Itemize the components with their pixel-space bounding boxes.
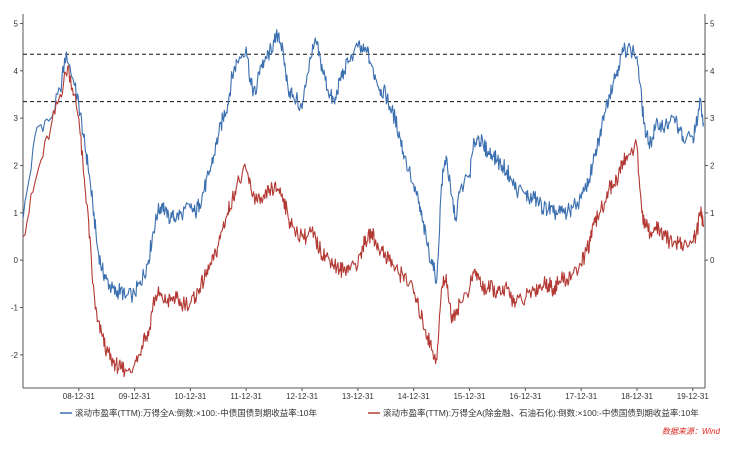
y-tick-label-right: 4 <box>710 67 715 76</box>
y-tick-label-left: 1 <box>14 209 19 218</box>
x-tick-label: 13-12-31 <box>342 392 375 401</box>
x-tick-label: 14-12-31 <box>398 392 431 401</box>
y-tick-label-right: 1 <box>710 209 715 218</box>
x-tick-label: 18-12-31 <box>621 392 654 401</box>
axes-layer: -2 -1 0 1 2 3 4 5 0 1 2 3 4 5 08-12-31 09-12-31 10-12-31… <box>11 14 715 401</box>
x-tick-label: 11-12-31 <box>230 392 262 401</box>
y-tick-label-right: 2 <box>710 161 715 170</box>
series-layer <box>22 29 705 378</box>
x-tick-label: 19-12-31 <box>677 392 710 401</box>
legend: 滚动市盈率(TTM):万得全A:倒数:×100:-中债国债到期收益率:10年 滚动… <box>60 408 699 418</box>
y-tick-label-left: -1 <box>11 304 19 313</box>
y-tick-label-right: 3 <box>710 114 715 123</box>
x-tick-label: 08-12-31 <box>63 392 96 401</box>
reference-lines <box>23 53 705 103</box>
source-note: 数据来源：Wind <box>662 427 721 436</box>
y-tick-label-left: 5 <box>14 19 19 28</box>
x-tick-label: 09-12-31 <box>119 392 152 401</box>
x-tick-label: 12-12-31 <box>286 392 319 401</box>
legend-label-1: 滚动市盈率(TTM):万得全A:倒数:×100:-中债国债到期收益率:10年 <box>75 408 318 418</box>
x-tick-label: 10-12-31 <box>174 392 207 401</box>
y-tick-label-left: 2 <box>14 161 19 170</box>
x-tick-label: 16-12-31 <box>509 392 542 401</box>
y-tick-label-left: 3 <box>14 114 19 123</box>
legend-label-2: 滚动市盈率(TTM):万得全A(除金融、石油石化):倒数:×100:-中债国债到… <box>383 408 699 418</box>
series-line-1 <box>22 29 705 304</box>
y-tick-label-left: -2 <box>11 351 19 360</box>
series-line-2 <box>22 65 705 378</box>
x-tick-label: 17-12-31 <box>565 392 598 401</box>
y-tick-label-right: 0 <box>710 256 715 265</box>
y-tick-label-left: 0 <box>14 256 19 265</box>
y-tick-label-left: 4 <box>14 67 19 76</box>
y-tick-label-right: 5 <box>710 19 715 28</box>
x-tick-label: 15-12-31 <box>453 392 486 401</box>
